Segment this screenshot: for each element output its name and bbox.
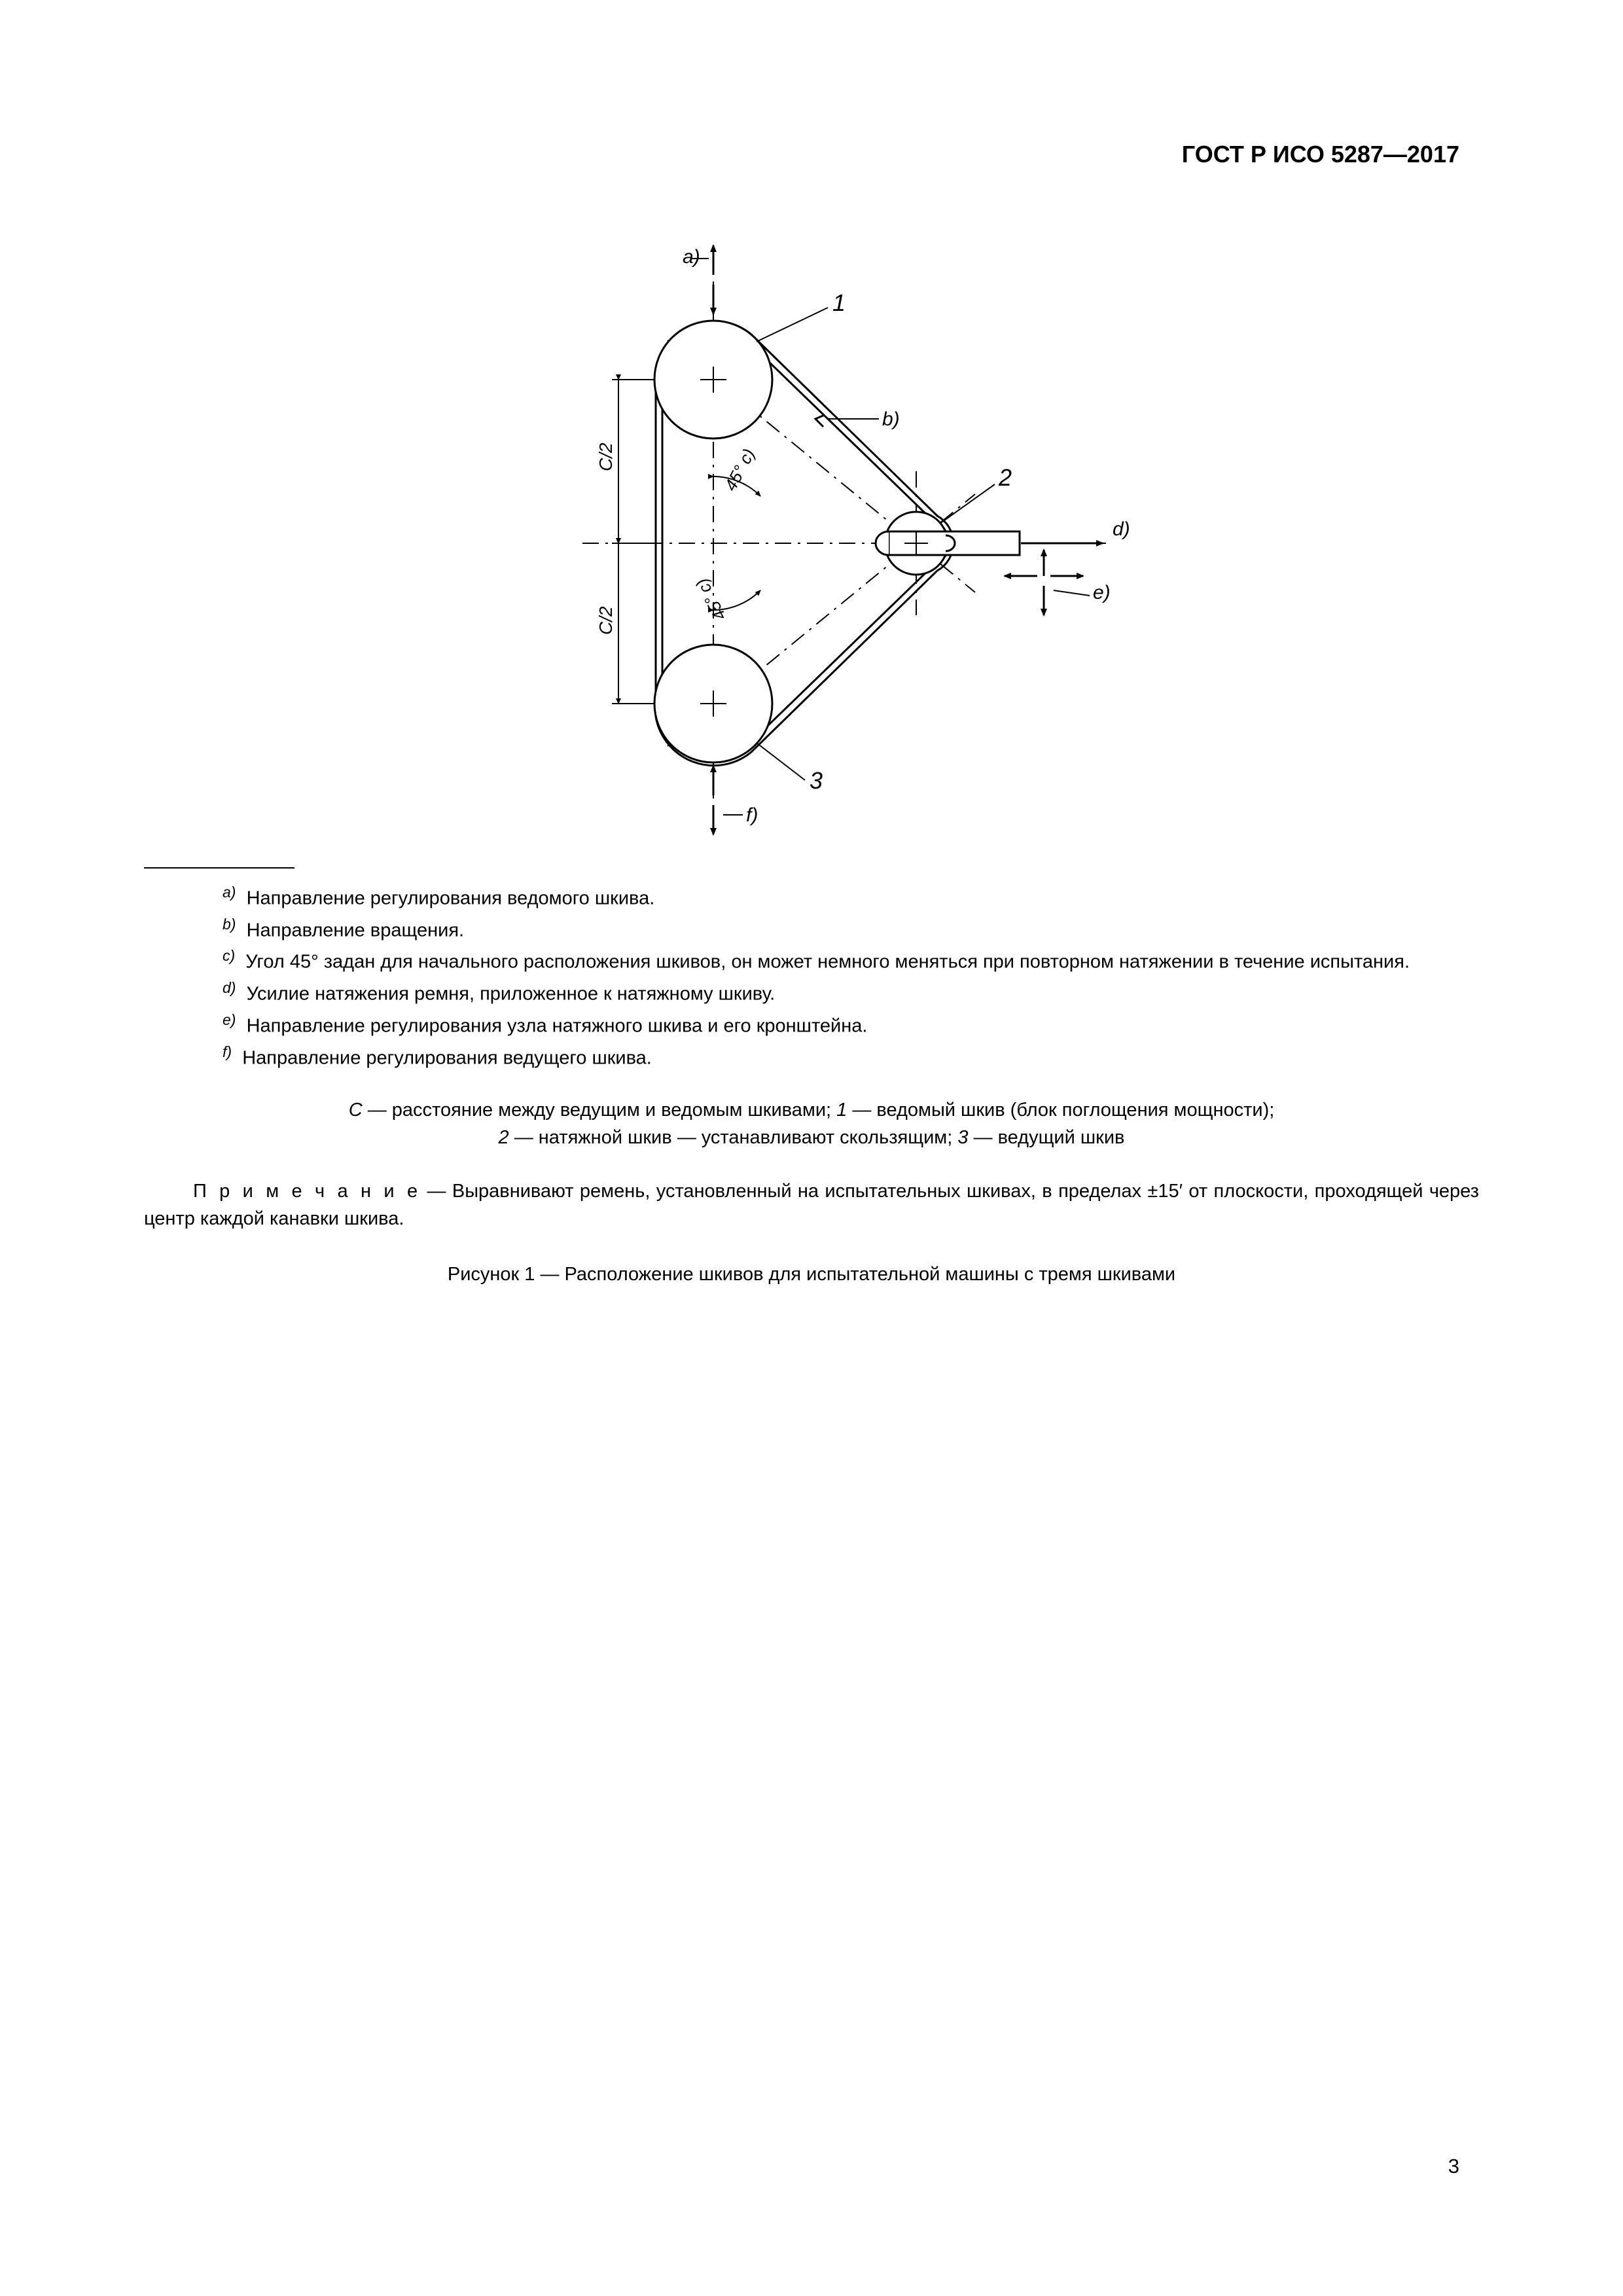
page: ГОСТ Р ИСО 5287—2017 xyxy=(0,0,1623,2296)
dim-c2-upper: C/2 xyxy=(596,442,616,471)
label-1: 1 xyxy=(832,289,846,316)
note: П р и м е ч а н и е — Выравнивают ремень… xyxy=(144,1177,1479,1232)
footnote-d: Усилие натяжения ремня, приложенное к на… xyxy=(247,984,776,1005)
pulley-diagram: a) f) d) e) b) 45° xyxy=(465,223,1158,851)
footnote-a: Направление регулирования ведомого шкива… xyxy=(247,888,655,909)
footnote-b: Направление вращения. xyxy=(247,920,465,941)
page-number: 3 xyxy=(1448,2155,1459,2178)
label-2: 2 xyxy=(998,464,1012,491)
label-c-lower: 45° c) xyxy=(692,575,730,624)
label-d: d) xyxy=(1113,518,1130,540)
footnote-rule xyxy=(144,867,294,869)
footnotes: a) Направление регулирования ведомого шк… xyxy=(144,882,1479,1071)
footnote-f: Направление регулирования ведущего шкива… xyxy=(242,1047,652,1068)
label-3: 3 xyxy=(810,767,823,794)
legend: С — расстояние между ведущим и ведомым ш… xyxy=(144,1096,1479,1151)
label-a: a) xyxy=(683,246,700,268)
legend-C: С xyxy=(349,1100,363,1121)
figure-container: a) f) d) e) b) 45° xyxy=(144,223,1479,854)
label-f: f) xyxy=(746,804,758,826)
label-c-upper: 45° c) xyxy=(721,446,759,494)
footnote-e: Направление регулирования узла натяжного… xyxy=(247,1015,868,1036)
note-label: П р и м е ч а н и е xyxy=(193,1181,421,1202)
label-e: e) xyxy=(1093,582,1111,603)
dim-c2-lower: C/2 xyxy=(596,606,616,635)
footnote-c: Угол 45° задан для начального расположен… xyxy=(245,952,1410,973)
label-b: b) xyxy=(882,408,900,430)
document-header: ГОСТ Р ИСО 5287—2017 xyxy=(1182,141,1459,168)
figure-caption: Рисунок 1 — Расположение шкивов для испы… xyxy=(144,1264,1479,1285)
